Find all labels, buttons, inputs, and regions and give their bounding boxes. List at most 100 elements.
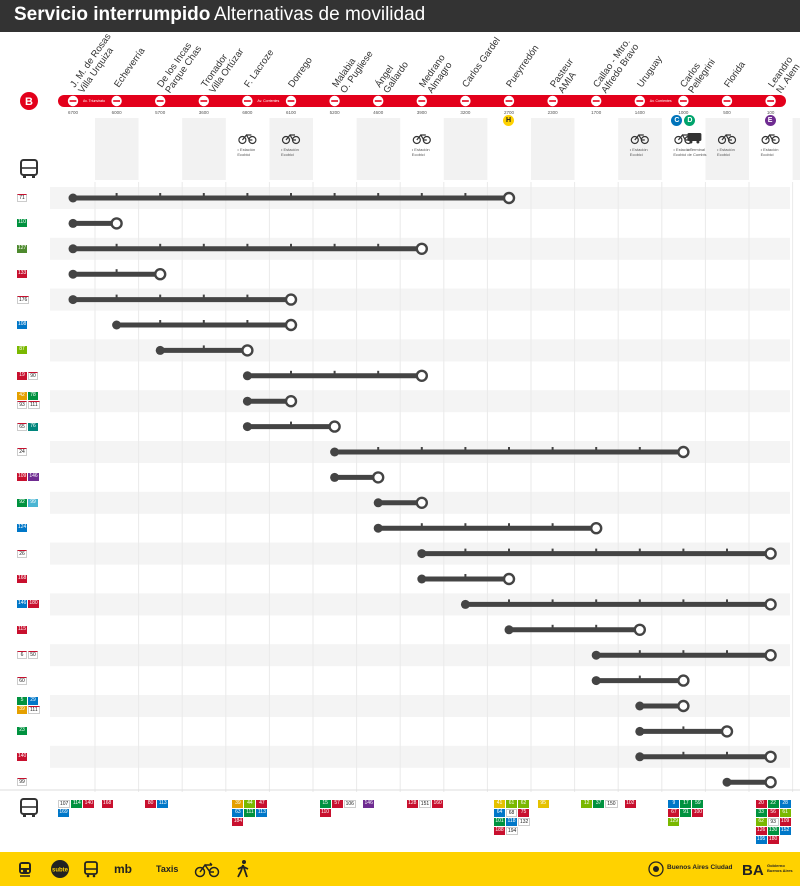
route-end-dot [284, 293, 298, 306]
bus-row-badge: 26 [17, 549, 41, 558]
route-start-dot [635, 752, 645, 762]
station-name: Uruguay [635, 54, 665, 90]
bus-line-number: 47 [256, 800, 268, 808]
bus-row-badge: 115 [17, 625, 41, 634]
bus-icon-bottom [20, 798, 38, 817]
bus-line-number: 195 [755, 836, 767, 844]
walk-icon [237, 860, 249, 878]
station-address: 2700 [503, 110, 515, 115]
route-start-dot [68, 269, 78, 279]
station-address: 3200 [460, 110, 471, 115]
route-end-dot [764, 598, 777, 611]
bus-line-number: 93 [17, 401, 27, 410]
bus-line-number: 20 [755, 800, 767, 808]
bus-icon [84, 861, 98, 878]
station-bus-list: 15 57 106 110 [319, 800, 362, 817]
station-address: 1400 [634, 110, 645, 115]
bus-line-number: 39 [17, 706, 27, 714]
svg-text:BA: BA [742, 862, 764, 879]
bus-row-badge: 24 [17, 448, 41, 456]
bus-row-badge: 71 [17, 194, 41, 202]
station-bus-list: 9 17 59 67 91 100 129 [668, 800, 710, 826]
bus-line-number: 71 [17, 194, 27, 202]
bike-icon-footer [194, 862, 220, 878]
bus-row-badge: 23 [17, 727, 41, 736]
bus-line-number: 129 [668, 818, 680, 826]
station-address: 100 [766, 110, 775, 115]
station-name-line: Carlos Gardel [460, 35, 504, 90]
route-end-dot [328, 420, 341, 433]
bus-row-badge: 133 [17, 270, 41, 279]
bus-line-number: 26 [17, 549, 27, 558]
station-bus-list: 41 61 62 64 68 75 101 118 132 188 194 [494, 800, 536, 835]
route-end-dot [677, 699, 690, 713]
station-name-line: Pueyrredón [504, 43, 542, 90]
bus-line-number: 99 [17, 778, 27, 787]
bus-line-number: 130 [767, 827, 779, 835]
bus-line-number: 188 [494, 827, 505, 835]
station-address: 500 [723, 110, 731, 115]
station-name: Malabia O. Pugliese [330, 44, 375, 96]
route-start-dot [330, 447, 340, 457]
bus-line-number: 111 [28, 401, 40, 410]
bus-row-badge: 42 78 93 111 [17, 392, 41, 410]
bus-row-badge: 5 29 39 111 [17, 697, 41, 714]
bus-line-number: 194 [506, 827, 519, 835]
bus-line-number: 168 [101, 800, 113, 808]
bus-line-number: 44 [244, 800, 256, 808]
title-subtitle: Alternativas de movilidad [214, 4, 426, 25]
diagram-svg: B [0, 92, 800, 817]
row-stripe [50, 288, 790, 311]
row-stripe [50, 593, 790, 616]
station-name: Leandro N. Alem [766, 55, 800, 96]
bus-row-badge: 6 50 [17, 651, 41, 660]
bus-line-number: 107 [58, 800, 71, 808]
title-bold: Servicio interrumpido [14, 4, 211, 25]
street-label-mid: Av. Corrientes [257, 99, 280, 103]
bus-line-number: 133 [17, 270, 28, 279]
route-end-dot [415, 496, 428, 509]
bus-line-number: 65 [17, 422, 27, 431]
bus-line-number: 106 [343, 800, 356, 808]
bus-line-number: 62 [755, 818, 767, 826]
station-address: 3900 [416, 110, 427, 115]
line-b-letter: B [25, 96, 33, 108]
station-address: 6800 [242, 110, 253, 115]
stripe-column-top [443, 118, 488, 180]
bus-row-badge: 176 [17, 295, 41, 304]
station-address: 4600 [373, 110, 384, 115]
station-bus-list: 168 [101, 800, 144, 808]
station-name-line: Florida [722, 59, 748, 90]
station-address: 6000 [111, 110, 122, 115]
route-start-dot [373, 523, 383, 533]
route-end-dot [284, 318, 298, 332]
bus-line-number: 60 [17, 676, 27, 685]
route-end-dot [502, 572, 516, 586]
station-address: 5200 [329, 110, 340, 115]
bus-row-badge: 140 [17, 752, 41, 761]
street-label-east: Av. Corrientes [649, 99, 672, 103]
bus-line-number: 111 [28, 706, 40, 714]
bus-line-number: 37 [593, 800, 605, 808]
bus-line-number: 146 [28, 473, 39, 482]
station-address: 1700 [591, 110, 602, 115]
mb-logo-icon: mb [114, 862, 132, 876]
bus-row-badge: 168 [17, 575, 41, 583]
subte-logo-icon: subte [51, 860, 69, 878]
bus-line-number: 5 [17, 697, 27, 705]
route-start-dot [417, 549, 427, 559]
bus-row-badge: 146 180 [17, 600, 41, 609]
bus-line-number: 180 [28, 600, 39, 609]
bus-line-number: 151 [418, 800, 432, 808]
bike-icon [412, 133, 431, 145]
bus-line-number: 95 [537, 800, 549, 808]
bus-line-number: 61 [779, 809, 791, 817]
svg-text:mb: mb [114, 862, 132, 876]
bus-line-number: 118 [506, 818, 517, 826]
bus-line-number: 150 [605, 800, 618, 808]
route-start-dot [635, 726, 645, 736]
bus-line-number: 22 [767, 800, 779, 808]
bus-line-number: 146 [363, 800, 375, 808]
station-name: Tronador Villa Ortúzar [199, 41, 246, 95]
bus-line-number: 76 [28, 422, 38, 431]
